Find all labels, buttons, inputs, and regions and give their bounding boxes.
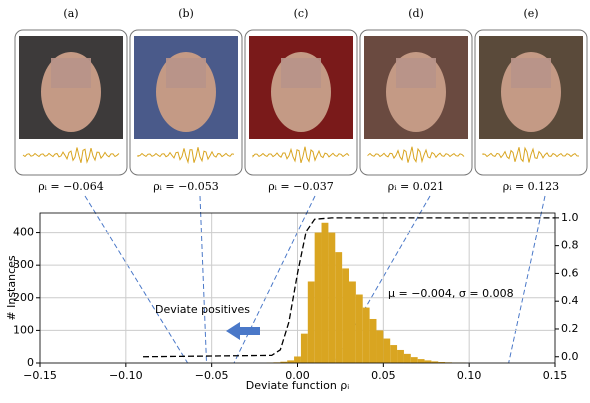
x-tick-label: 0.15 [543, 369, 568, 382]
histogram-bar [328, 232, 336, 363]
histogram-bar [321, 222, 329, 363]
cdf-line [142, 217, 555, 358]
histogram-bar [431, 361, 439, 363]
y-axis-label: # Instances [5, 255, 18, 321]
histogram-bar [424, 360, 432, 363]
y2-tick-label: 0.0 [561, 350, 579, 363]
histogram-bar [403, 353, 411, 363]
x-tick-label: −0.10 [109, 369, 143, 382]
histogram-bar [307, 281, 315, 363]
rho-label: ρᵢ = 0.123 [503, 180, 559, 193]
histogram-bar [335, 252, 343, 363]
rho-label: ρᵢ = −0.037 [268, 180, 334, 193]
face-blur [166, 58, 206, 88]
panel-label: (a) [63, 7, 78, 20]
x-tick-label: −0.15 [23, 369, 57, 382]
histogram-bar [417, 359, 425, 363]
histogram-bar [314, 232, 322, 363]
rho-label: ρᵢ = −0.053 [153, 180, 219, 193]
histogram-bar [349, 281, 356, 363]
panel-label: (c) [294, 7, 309, 20]
y2-tick-label: 0.8 [561, 239, 579, 252]
waveform [252, 146, 350, 164]
x-tick-label: −0.05 [195, 369, 229, 382]
histogram-bar [287, 360, 295, 363]
y-tick-label: 100 [13, 323, 34, 336]
panel-label: (b) [178, 7, 194, 20]
rho-label: ρᵢ = −0.064 [38, 180, 104, 193]
histogram-bar [376, 330, 384, 363]
histogram-bar [397, 349, 404, 363]
histogram-bar [390, 345, 398, 363]
x-tick-label: 0.00 [285, 369, 310, 382]
pointer-arrow [84, 195, 189, 364]
x-tick-label: 0.05 [371, 369, 396, 382]
x-tick-label: 0.10 [457, 369, 482, 382]
histogram-bar [294, 356, 301, 363]
face-blur [51, 58, 91, 88]
x-axis-label: Deviate function ρᵢ [246, 379, 350, 392]
y-tick-label: 300 [13, 258, 34, 271]
histogram-bar [410, 357, 418, 363]
y2-tick-label: 0.6 [561, 266, 579, 279]
histogram-bar [383, 338, 391, 363]
waveform [22, 147, 120, 164]
waveform [137, 147, 235, 165]
histogram-bar [300, 333, 308, 363]
waveform [482, 146, 580, 163]
y-tick-label: 400 [13, 226, 34, 239]
histogram-bar [438, 362, 446, 363]
annotation: Deviate positives [155, 303, 250, 316]
face-blur [511, 58, 551, 88]
histogram-bar [369, 318, 377, 363]
panel-label: (d) [408, 7, 424, 20]
annotation-arrow [226, 322, 260, 340]
y-tick-label: 200 [13, 291, 34, 304]
histogram-bar [362, 307, 370, 363]
y-tick-label: 0 [27, 356, 34, 369]
histogram-bar [355, 294, 363, 363]
pointer-arrow [508, 195, 546, 364]
annotation: μ = −0.004, σ = 0.008 [388, 287, 514, 300]
face-blur [396, 58, 436, 88]
pointer-arrow [233, 195, 316, 364]
plot-frame [39, 212, 556, 364]
histogram-bar [280, 361, 288, 363]
waveform [367, 146, 465, 164]
rho-label: ρᵢ = 0.021 [388, 180, 444, 193]
panel-label: (e) [523, 7, 538, 20]
y2-tick-label: 0.4 [561, 294, 579, 307]
pointer-arrow [199, 195, 208, 364]
face-blur [281, 58, 321, 88]
histogram-bar [342, 268, 349, 363]
y2-tick-label: 0.2 [561, 322, 579, 335]
y2-tick-label: 1.0 [561, 211, 579, 224]
